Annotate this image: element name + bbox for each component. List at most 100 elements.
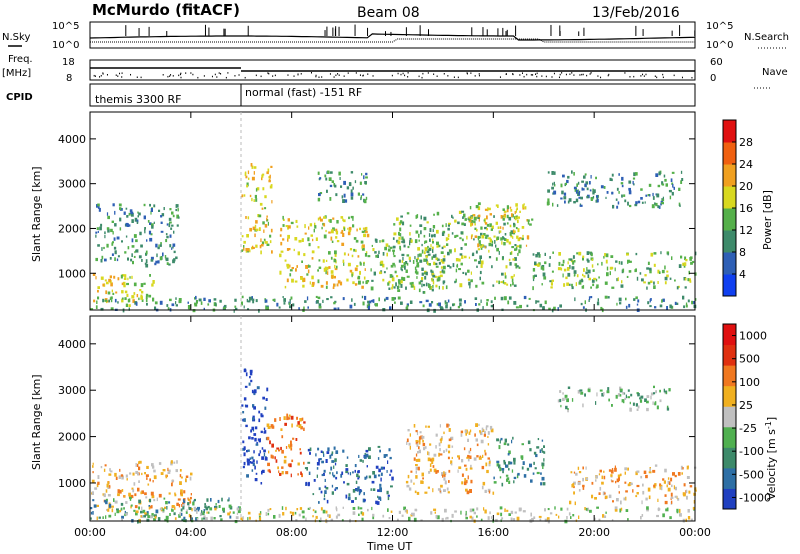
heatmap-cell [321, 473, 324, 477]
heatmap-cell [341, 519, 344, 522]
heatmap-cell [542, 267, 545, 271]
heatmap-cell [461, 481, 464, 485]
heatmap-cell [685, 304, 688, 308]
heatmap-cell [355, 239, 359, 243]
heatmap-cell [579, 203, 582, 206]
heatmap-cell [458, 210, 462, 214]
heatmap-cell [152, 465, 155, 469]
heatmap-cell [169, 513, 171, 516]
heatmap-cell [423, 258, 427, 262]
heatmap-cell [503, 282, 507, 285]
heatmap-cell [512, 236, 514, 239]
nave-point [94, 75, 96, 77]
heatmap-cell [632, 402, 635, 406]
heatmap-cell [117, 301, 119, 304]
heatmap-cell [685, 259, 688, 262]
heatmap-cell [278, 470, 280, 474]
heatmap-cell [354, 464, 357, 468]
heatmap-cell [539, 449, 542, 453]
heatmap-cell [324, 174, 327, 178]
heatmap-cell [153, 518, 156, 522]
heatmap-cell [598, 276, 600, 279]
heatmap-cell [276, 447, 280, 450]
heatmap-cell [389, 306, 392, 310]
heatmap-cell [252, 246, 255, 249]
heatmap-cell [612, 500, 614, 503]
heatmap-cell [667, 487, 671, 492]
heatmap-cell [97, 206, 100, 209]
heatmap-cell [444, 480, 447, 485]
heatmap-cell [476, 229, 478, 232]
heatmap-cell [577, 390, 581, 394]
heatmap-cell [279, 417, 281, 421]
heatmap-cell [382, 252, 385, 256]
nave-point [372, 75, 374, 77]
heatmap-cell [103, 468, 106, 472]
nave-point [238, 74, 240, 76]
heatmap-cell [255, 299, 258, 303]
heatmap-cell [153, 469, 156, 473]
heatmap-cell [527, 440, 531, 445]
heatmap-cell [502, 470, 504, 474]
heatmap-cell [141, 290, 144, 294]
heatmap-cell [475, 423, 478, 427]
heatmap-cell [141, 506, 143, 511]
heatmap-cell [504, 508, 506, 512]
heatmap-cell [501, 241, 503, 245]
heatmap-cell [361, 244, 365, 248]
heatmap-cell [611, 178, 613, 182]
heatmap-cell [203, 297, 206, 301]
heatmap-cell [193, 498, 196, 502]
heatmap-cell [413, 424, 416, 428]
heatmap-cell [396, 239, 399, 243]
heatmap-cell [606, 191, 609, 194]
heatmap-cell [459, 302, 462, 307]
heatmap-cell [154, 262, 157, 266]
heatmap-cell [145, 296, 148, 299]
time-tick-label: 04:00 [175, 526, 207, 539]
heatmap-cell [420, 280, 423, 283]
heatmap-cell [282, 512, 285, 516]
heatmap-cell [215, 505, 218, 509]
heatmap-cell [106, 508, 109, 511]
heatmap-cell [635, 268, 637, 272]
heatmap-cell [112, 231, 114, 235]
heatmap-cell [438, 244, 441, 248]
heatmap-cell [468, 431, 471, 435]
heatmap-cell [214, 507, 217, 511]
heatmap-cell [350, 192, 354, 197]
heatmap-cell [335, 228, 338, 232]
heatmap-cell [244, 172, 247, 176]
heatmap-cell [137, 520, 139, 524]
heatmap-cell [508, 258, 511, 262]
colorbar-segment [723, 186, 736, 209]
heatmap-cell [466, 456, 470, 459]
heatmap-cell [290, 296, 293, 300]
heatmap-cell [100, 307, 104, 311]
heatmap-cell [118, 475, 121, 479]
heatmap-cell [503, 210, 507, 213]
heatmap-cell [414, 508, 417, 512]
heatmap-cell [324, 478, 326, 482]
heatmap-cell [430, 244, 432, 247]
heatmap-cell [391, 476, 394, 481]
heatmap-cell [459, 253, 463, 256]
heatmap-cell [474, 433, 476, 437]
heatmap-cell [360, 240, 364, 244]
nave-point [367, 73, 369, 75]
heatmap-cell [347, 227, 349, 230]
heatmap-cell [264, 298, 267, 301]
heatmap-cell [591, 258, 594, 261]
heatmap-cell [106, 483, 109, 488]
heatmap-cell [445, 448, 448, 452]
heatmap-cell [575, 472, 578, 476]
heatmap-cell [255, 472, 258, 475]
heatmap-cell [133, 234, 137, 238]
heatmap-cell [690, 258, 692, 261]
heatmap-cell [650, 395, 652, 400]
heatmap-cell [274, 456, 276, 460]
heatmap-cell [332, 217, 335, 220]
heatmap-cell [544, 252, 546, 256]
heatmap-cell [573, 172, 575, 176]
heatmap-cell [491, 240, 494, 244]
